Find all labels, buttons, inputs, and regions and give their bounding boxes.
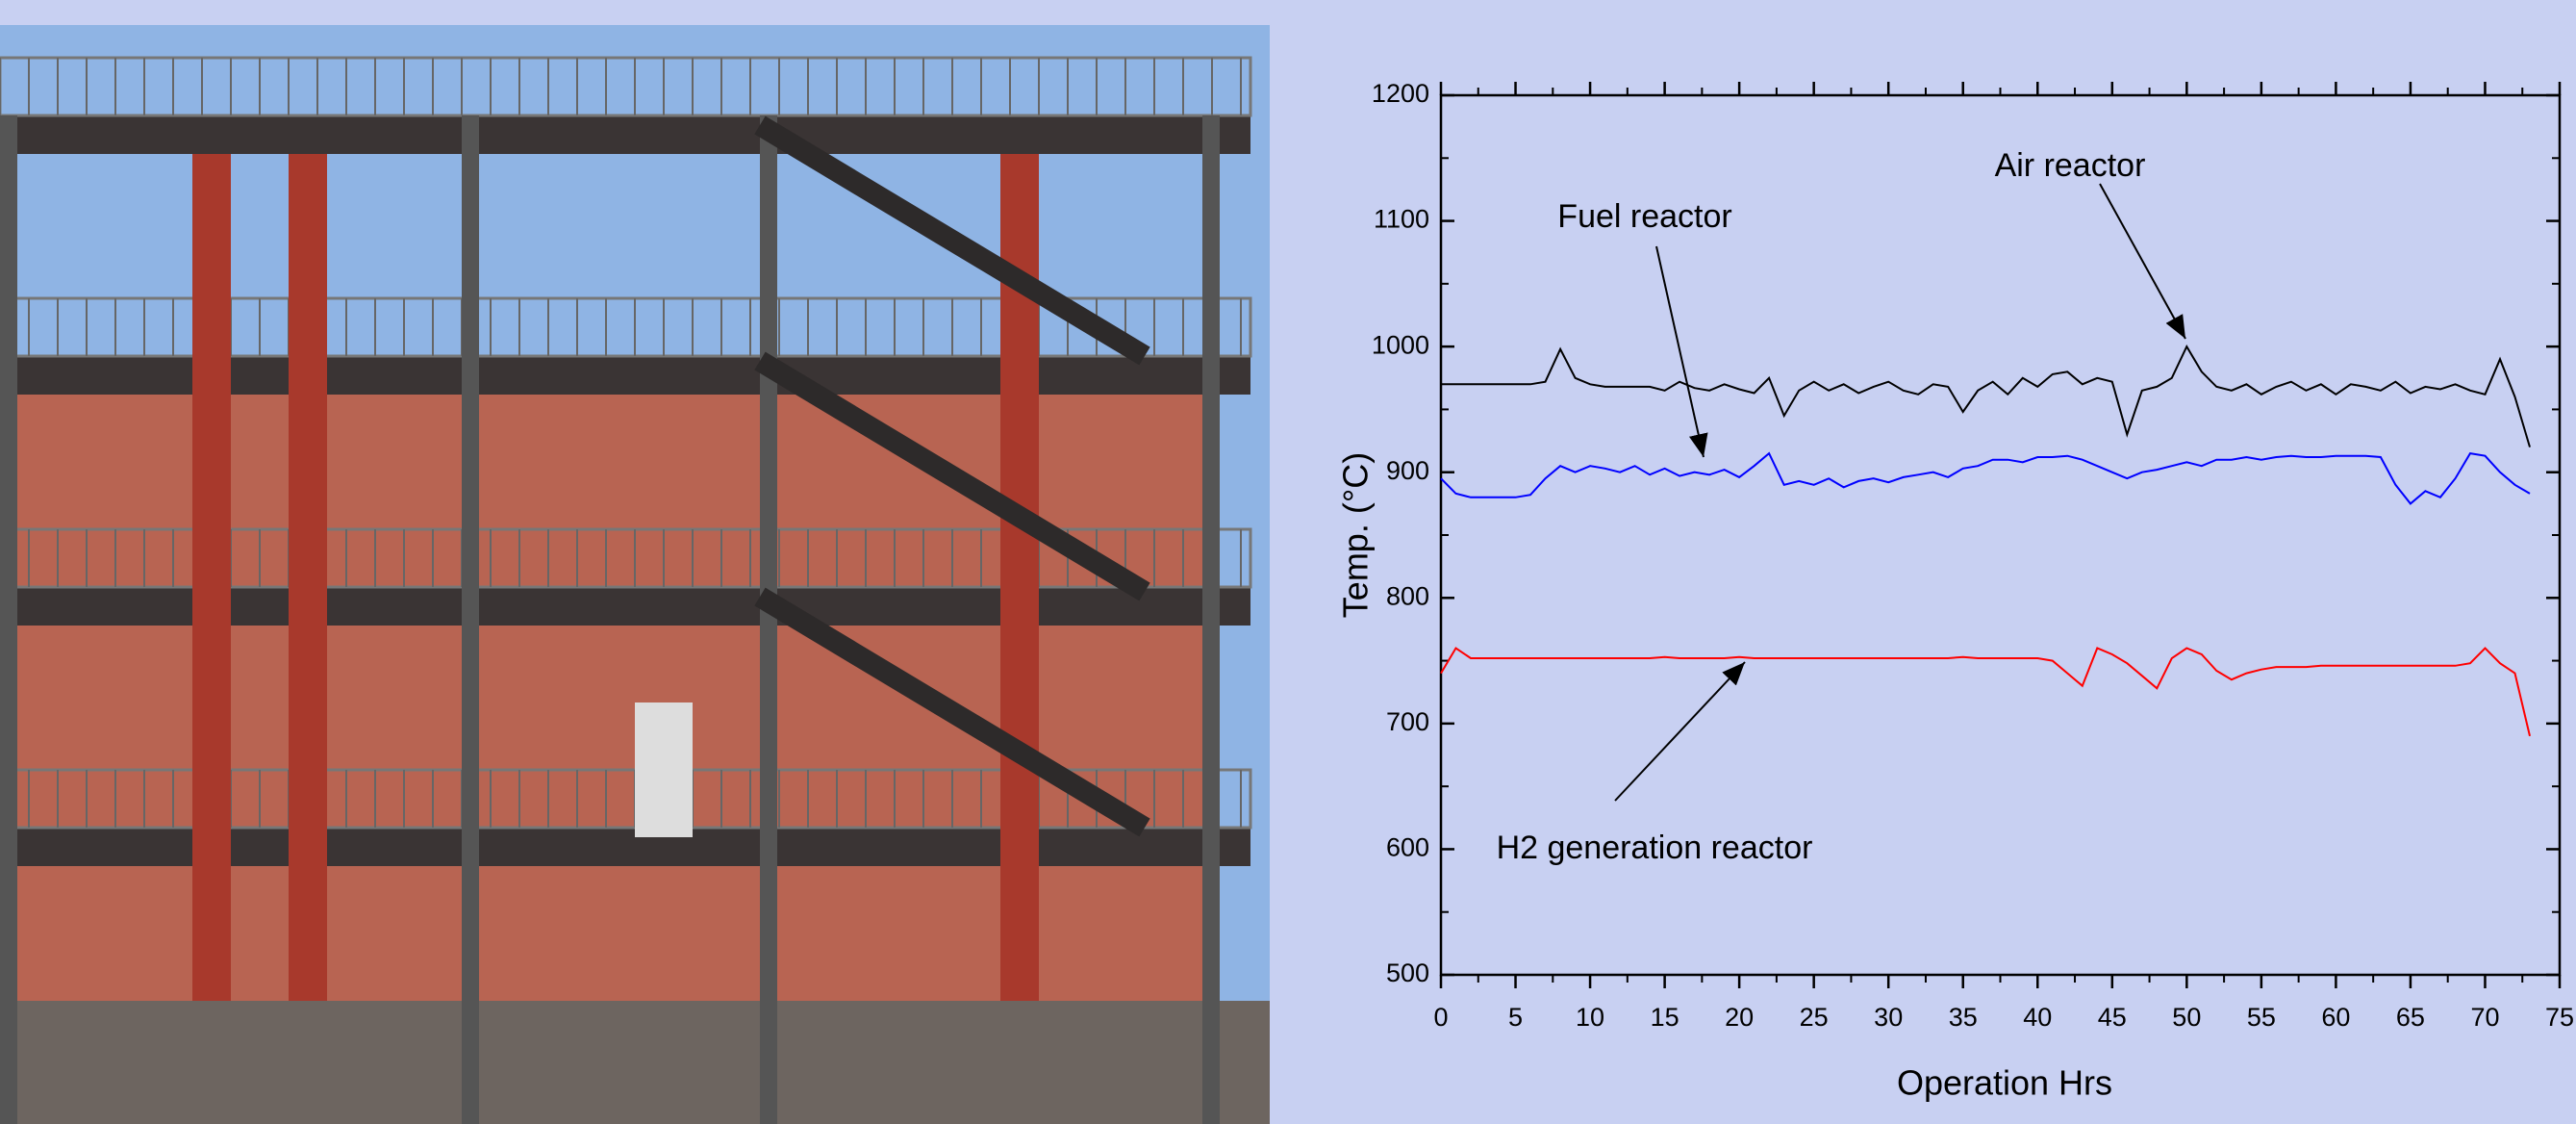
x-tick-label: 65 xyxy=(2396,1003,2425,1032)
page: {"chart_data": {"type": "line", "xlabel"… xyxy=(0,0,2576,1124)
series-line xyxy=(1441,649,2530,736)
x-tick-label: 20 xyxy=(1725,1003,1754,1032)
x-tick-label: 50 xyxy=(2172,1003,2201,1032)
x-tick-label: 15 xyxy=(1651,1003,1679,1032)
annotation-arrow xyxy=(2100,184,2185,339)
series-line xyxy=(1441,453,2530,503)
steel-column xyxy=(1202,115,1220,1124)
annotation: H2 generation reactor xyxy=(1497,830,1813,866)
steel-column xyxy=(0,115,17,1124)
x-tick-label: 25 xyxy=(1800,1003,1829,1032)
x-tick-label: 60 xyxy=(2321,1003,2350,1032)
x-tick-label: 5 xyxy=(1508,1003,1523,1032)
x-axis-title: Operation Hrs xyxy=(1897,1063,2112,1103)
y-tick-label: 500 xyxy=(1386,958,1429,987)
series-line xyxy=(1441,346,2530,447)
y-tick-label: 600 xyxy=(1386,833,1429,862)
y-tick-label: 1100 xyxy=(1374,205,1429,234)
floor-slab xyxy=(0,828,1250,866)
y-tick-label: 900 xyxy=(1386,456,1429,485)
annotation-arrow xyxy=(1615,662,1745,801)
x-tick-label: 55 xyxy=(2247,1003,2276,1032)
x-tick-label: 45 xyxy=(2098,1003,2127,1032)
annotation-arrow xyxy=(1656,246,1704,457)
y-tick-label: 700 xyxy=(1386,707,1429,736)
ground xyxy=(0,1001,1270,1124)
red-column xyxy=(192,154,231,1001)
annotation: Fuel reactor xyxy=(1557,198,1731,235)
y-tick-label: 1000 xyxy=(1372,330,1429,359)
x-tick-label: 70 xyxy=(2470,1003,2499,1032)
floor-slab xyxy=(0,115,1250,154)
steel-column xyxy=(462,115,479,1124)
steel-column xyxy=(760,115,777,1124)
x-tick-label: 30 xyxy=(1874,1003,1903,1032)
y-tick-label: 1200 xyxy=(1372,79,1429,108)
floor-slab xyxy=(0,587,1250,626)
storage-tank xyxy=(635,702,693,837)
annotation: Air reactor xyxy=(1995,147,2146,184)
x-tick-label: 0 xyxy=(1433,1003,1448,1032)
x-tick-label: 40 xyxy=(2023,1003,2052,1032)
x-tick-label: 35 xyxy=(1949,1003,1978,1032)
red-column xyxy=(289,154,327,1001)
y-axis-title: Temp. (°C) xyxy=(1336,452,1376,618)
figure: Operation Hrs Temp. (°C) 500600700800900… xyxy=(0,0,2576,1124)
y-tick-label: 800 xyxy=(1386,581,1429,610)
x-tick-label: 10 xyxy=(1576,1003,1604,1032)
plant-photo xyxy=(0,25,1270,1124)
floor-slab xyxy=(0,356,1250,395)
x-tick-label: 75 xyxy=(2545,1003,2574,1032)
